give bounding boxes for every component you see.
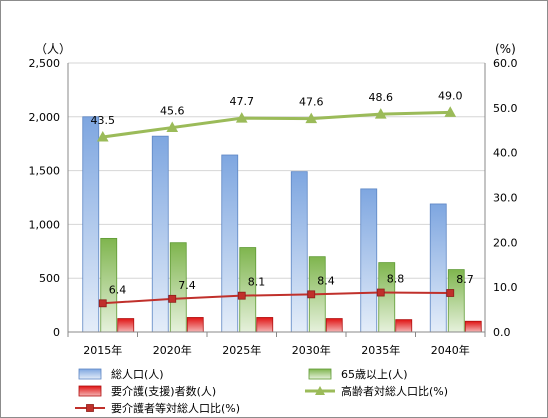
legend-label: 高齢者対総人口比(%): [341, 384, 448, 398]
bar: [186, 317, 204, 333]
left-tick-label: 1,000: [29, 218, 61, 231]
line-point: [446, 289, 455, 297]
left-axis-unit: （人）: [35, 42, 71, 56]
data-label: 48.6: [369, 91, 394, 104]
x-tick-label: 2020年: [153, 343, 192, 357]
data-label: 8.1: [248, 276, 266, 289]
legend-label: 65歳以上(人): [341, 368, 408, 381]
legend-label: 総人口(人): [111, 367, 164, 381]
data-label: 7.4: [178, 279, 196, 292]
data-label: 49.0: [438, 89, 463, 102]
line-point: [376, 288, 385, 297]
bar: [429, 203, 447, 333]
series-line: [102, 291, 451, 305]
right-tick-label: 10.0: [493, 281, 518, 294]
legend-swatch: [78, 385, 102, 397]
bar: [464, 320, 482, 333]
left-tick-label: 2,000: [29, 111, 61, 124]
gridlines: [68, 62, 485, 279]
line-point: [96, 130, 109, 142]
line-point: [237, 291, 246, 300]
line-point: [305, 112, 318, 124]
right-tick-label: 60.0: [493, 57, 518, 70]
legend-label: 要介護(支援)者数(人): [111, 384, 216, 398]
line-point: [98, 299, 107, 308]
right-tick-label: 30.0: [493, 192, 518, 205]
data-label: 8.4: [317, 274, 335, 287]
data-label: 47.6: [299, 96, 324, 109]
line-point: [307, 290, 316, 299]
data-labels: 43.5 45.6 47.7 47.6 48.6 49.0 6.4 7.4 8.1 8.4 8.8 8…: [91, 89, 474, 296]
right-tick-label: 40.0: [493, 147, 518, 160]
x-tick-label: 2015年: [83, 343, 122, 357]
bar: [256, 317, 274, 333]
bar: [290, 171, 308, 333]
legend-swatch-marker: [86, 404, 94, 412]
right-tick-label: 20.0: [493, 236, 518, 249]
x-tick-label: 2030年: [292, 343, 331, 357]
left-tick-label: 500: [39, 272, 60, 285]
data-label: 45.6: [160, 105, 185, 118]
bar: [221, 154, 239, 333]
line-point: [166, 121, 179, 133]
data-label: 43.5: [91, 114, 116, 127]
x-tick-label: 2040年: [431, 343, 470, 357]
legend: 総人口(人) 65歳以上(人) 要介護(支援)者数(人) 高齢者対総人口比(%) 要介護…: [75, 367, 448, 415]
bar: [117, 318, 135, 333]
data-label: 6.4: [109, 283, 127, 296]
legend-swatch: [308, 368, 332, 380]
legend-swatch-marker: [315, 386, 325, 395]
line-point: [374, 108, 387, 119]
right-axis-unit: (%): [495, 42, 516, 56]
bar: [395, 319, 413, 333]
lines: [96, 106, 457, 308]
bar: [325, 318, 343, 333]
left-tick-label: 0: [53, 326, 60, 339]
axes: 0 500 1,000 1,500 2,000 2,500 0.0 10.0 20.0 30.0 4…: [29, 42, 518, 357]
left-tick-label: 2,500: [29, 57, 61, 70]
data-label: 8.8: [387, 273, 405, 286]
series-line: [102, 110, 451, 139]
line-point: [444, 106, 457, 117]
x-tick-label: 2035年: [361, 343, 400, 357]
line-point: [235, 112, 248, 123]
bar: [239, 247, 257, 333]
legend-label: 要介護者等対総人口比(%): [111, 401, 240, 415]
data-label: 47.7: [230, 95, 255, 108]
bar: [360, 188, 378, 333]
data-label: 8.7: [456, 273, 474, 286]
bar: [151, 135, 169, 333]
line-point: [168, 294, 177, 303]
bar: [82, 116, 100, 333]
right-tick-label: 50.0: [493, 102, 518, 115]
x-tick-label: 2025年: [222, 343, 261, 357]
right-tick-label: 0.0: [493, 326, 511, 339]
left-tick-label: 1,500: [29, 165, 61, 178]
legend-swatch: [78, 368, 102, 380]
